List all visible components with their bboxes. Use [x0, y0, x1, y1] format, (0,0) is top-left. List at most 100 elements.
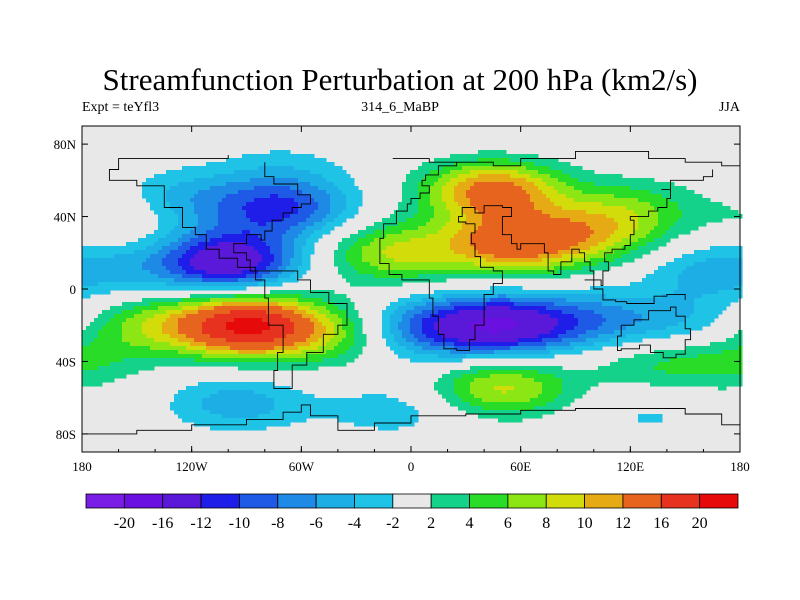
contour-cell	[550, 238, 555, 243]
contour-cell	[246, 282, 251, 287]
contour-cell	[714, 298, 719, 303]
contour-cell	[222, 298, 227, 303]
contour-cell	[186, 254, 191, 259]
contour-cell	[318, 190, 323, 195]
contour-cell	[650, 238, 655, 243]
contour-cell	[446, 258, 451, 263]
contour-cell	[178, 218, 183, 223]
contour-cell	[266, 218, 271, 223]
contour-cell	[118, 278, 123, 283]
contour-cell	[202, 254, 207, 259]
contour-cell	[614, 218, 619, 223]
contour-cell	[514, 210, 519, 215]
contour-cell	[498, 246, 503, 251]
contour-cell	[226, 278, 231, 283]
contour-cell	[198, 170, 203, 175]
contour-cell	[298, 262, 303, 267]
contour-cell	[262, 266, 267, 271]
contour-cell	[638, 302, 643, 307]
contour-cell	[466, 310, 471, 315]
contour-cell	[454, 194, 459, 199]
contour-cell	[586, 306, 591, 311]
contour-cell	[262, 166, 267, 171]
contour-cell	[394, 310, 399, 315]
contour-cell	[318, 314, 323, 319]
contour-cell	[190, 310, 195, 315]
contour-cell	[630, 178, 635, 183]
contour-cell	[486, 234, 491, 239]
contour-cell	[414, 230, 419, 235]
contour-cell	[162, 306, 167, 311]
contour-cell	[510, 302, 515, 307]
contour-cell	[622, 230, 627, 235]
contour-cell	[614, 190, 619, 195]
contour-cell	[282, 214, 287, 219]
contour-cell	[518, 274, 523, 279]
contour-cell	[594, 226, 599, 231]
contour-cell	[474, 218, 479, 223]
contour-cell	[534, 194, 539, 199]
contour-cell	[258, 274, 263, 279]
contour-cell	[410, 178, 415, 183]
contour-cell	[266, 170, 271, 175]
contour-cell	[718, 310, 723, 315]
contour-cell	[170, 306, 175, 311]
contour-cell	[646, 198, 651, 203]
contour-cell	[722, 282, 727, 287]
contour-cell	[534, 214, 539, 219]
contour-cell	[622, 210, 627, 215]
contour-cell	[178, 282, 183, 287]
contour-cell	[394, 226, 399, 231]
contour-cell	[554, 254, 559, 259]
contour-cell	[534, 166, 539, 171]
contour-cell	[458, 194, 463, 199]
contour-cell	[590, 178, 595, 183]
contour-cell	[658, 234, 663, 239]
contour-cell	[258, 270, 263, 275]
contour-cell	[410, 218, 415, 223]
contour-cell	[482, 186, 487, 191]
contour-cell	[582, 306, 587, 311]
contour-cell	[294, 202, 299, 207]
contour-cell	[574, 306, 579, 311]
contour-cell	[202, 230, 207, 235]
contour-cell	[502, 206, 507, 211]
contour-cell	[338, 186, 343, 191]
contour-cell	[250, 310, 255, 315]
contour-cell	[578, 254, 583, 259]
contour-cell	[398, 314, 403, 319]
contour-cell	[558, 266, 563, 271]
contour-cell	[362, 230, 367, 235]
contour-cell	[474, 170, 479, 175]
contour-cell	[110, 270, 115, 275]
contour-cell	[662, 270, 667, 275]
contour-cell	[670, 194, 675, 199]
contour-cell	[306, 190, 311, 195]
contour-cell	[538, 218, 543, 223]
contour-cell	[438, 270, 443, 275]
contour-cell	[206, 306, 211, 311]
contour-cell	[314, 190, 319, 195]
contour-cell	[582, 174, 587, 179]
contour-cell	[438, 226, 443, 231]
contour-cell	[606, 238, 611, 243]
contour-cell	[690, 226, 695, 231]
contour-cell	[446, 302, 451, 307]
contour-cell	[350, 262, 355, 267]
contour-cell	[238, 230, 243, 235]
contour-cell	[658, 266, 663, 271]
contour-cell	[398, 246, 403, 251]
contour-cell	[466, 170, 471, 175]
contour-cell	[314, 314, 319, 319]
contour-cell	[566, 298, 571, 303]
contour-cell	[674, 262, 679, 267]
contour-cell	[282, 314, 287, 319]
contour-cell	[154, 278, 159, 283]
contour-cell	[342, 178, 347, 183]
contour-cell	[318, 302, 323, 307]
contour-cell	[454, 294, 459, 299]
contour-cell	[510, 234, 515, 239]
contour-cell	[218, 190, 223, 195]
contour-cell	[134, 306, 139, 311]
contour-cell	[714, 294, 719, 299]
